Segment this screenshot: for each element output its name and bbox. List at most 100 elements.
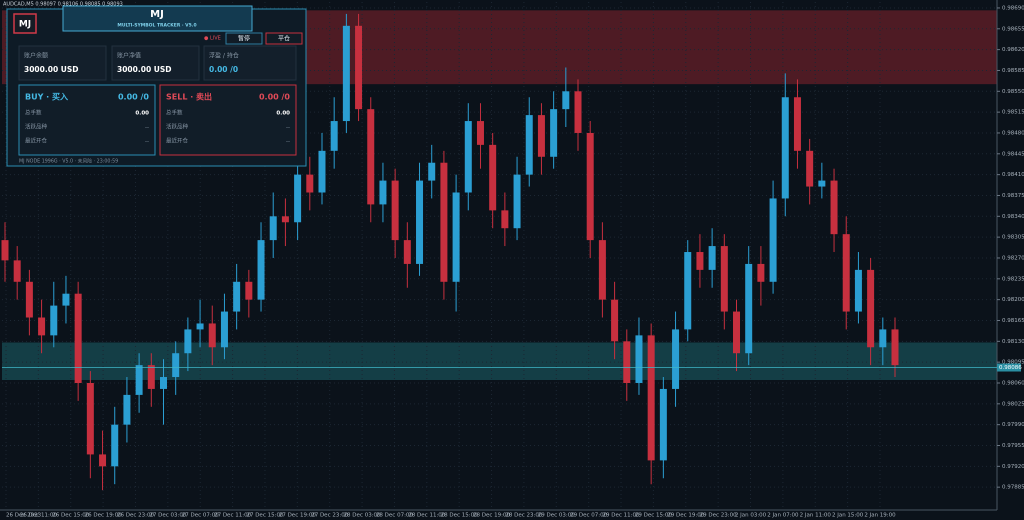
candle-body	[696, 252, 704, 270]
y-tick-label: 0.98620	[1002, 47, 1024, 53]
zone	[2, 342, 997, 381]
candle-body	[99, 454, 107, 467]
candle-body	[659, 388, 667, 461]
stat-value: 0.00 /0	[209, 65, 238, 74]
side-row-label: 总手数	[166, 109, 183, 117]
side-row-label: 活跃品种	[25, 123, 48, 131]
candle-body	[708, 246, 716, 270]
candle-body	[562, 91, 570, 110]
candle-body	[672, 329, 680, 389]
x-tick-label: 27 Dec 07:00	[182, 513, 219, 519]
button[interactable]	[225, 32, 263, 45]
candle-body	[184, 329, 192, 354]
candle-body	[355, 25, 363, 110]
candle-body	[818, 180, 826, 187]
symbol-header: AUDCAD,M5 0.98097 0.98106 0.98085 0.9809…	[3, 2, 123, 8]
panel-subtitle: MULTI-SYMBOL TRACKER · V5.0	[117, 23, 196, 29]
side-row-value: 0.00	[276, 111, 290, 117]
side-card	[18, 84, 156, 156]
candle-body	[806, 150, 814, 187]
candle-body	[379, 180, 387, 205]
logo-box	[13, 13, 37, 34]
candle-body	[135, 365, 143, 395]
y-tick-label: 0.97920	[1002, 464, 1024, 470]
side-row-label: 总手数	[25, 109, 42, 117]
stat-label: 账户余额	[24, 52, 48, 60]
candle-body	[220, 311, 228, 348]
side-title: BUY · 买入	[25, 93, 68, 102]
x-tick-label: 27 Dec 19:00	[279, 513, 316, 519]
candle-body	[489, 144, 497, 211]
stat-label: 账户净值	[117, 52, 141, 60]
x-tick-label: 26 Dec 11:00	[20, 513, 57, 519]
side-row-label: 最近开仓	[25, 137, 48, 145]
x-tick-label: 29 Dec 23:00	[700, 513, 737, 519]
candle-body	[111, 424, 119, 467]
candle-body	[793, 97, 801, 151]
side-total: 0.00 /0	[259, 93, 290, 102]
candle-body	[196, 323, 204, 330]
y-tick-label: 0.97990	[1002, 422, 1024, 428]
candle-body	[208, 323, 216, 348]
y-tick-label: 0.98480	[1002, 130, 1024, 136]
side-row-value: 0.00	[135, 111, 149, 117]
candle-body	[781, 97, 789, 199]
candle-body	[342, 25, 350, 122]
tracker-panel: MJ MJ MULTI-SYMBOL TRACKER · V5.0 ● LIVE 暂停 平…	[6, 5, 307, 167]
candle-body	[733, 311, 741, 354]
side-row-value: --	[286, 139, 290, 145]
button-label[interactable]: 暂停	[238, 35, 250, 43]
candle-body	[867, 269, 875, 348]
candle-body	[513, 174, 521, 229]
candle-body	[233, 281, 241, 312]
candle-body	[830, 180, 838, 235]
candle-body	[403, 240, 411, 264]
candle-body	[330, 121, 338, 151]
candle-body	[537, 115, 545, 157]
candle-body	[476, 121, 484, 145]
candle-body	[147, 365, 155, 389]
candle-body	[598, 240, 606, 300]
candle-body	[635, 335, 643, 383]
candle-body	[123, 394, 131, 425]
y-tick-label: 0.98585	[1002, 68, 1024, 74]
x-tick-label: 29 Dec 03:00	[538, 513, 575, 519]
candle-body	[257, 240, 265, 300]
candle-body	[74, 293, 82, 383]
candle-body	[720, 246, 728, 312]
candle-body	[891, 329, 899, 366]
side-row-label: 最近开仓	[166, 137, 189, 145]
side-row-value: --	[145, 139, 149, 145]
x-tick-label: 26 Dec 23:00	[117, 513, 154, 519]
x-tick-label: 28 Dec 03:00	[344, 513, 381, 519]
y-tick-label: 0.98655	[1002, 26, 1024, 32]
candle-body	[464, 121, 472, 193]
y-tick-label: 0.98200	[1002, 297, 1024, 303]
button-label[interactable]: 平仓	[278, 35, 290, 43]
x-tick-label: 29 Dec 15:00	[635, 513, 672, 519]
candle-body	[611, 299, 619, 342]
y-tick-label: 0.98340	[1002, 214, 1024, 220]
candle-body	[440, 162, 448, 282]
stat-card	[203, 45, 297, 81]
side-row-label: 活跃品种	[166, 123, 189, 131]
button[interactable]	[265, 32, 303, 45]
x-tick-label: 28 Dec 19:00	[473, 513, 510, 519]
candle-body	[50, 305, 58, 336]
y-tick-label: 0.97955	[1002, 443, 1024, 449]
title-box	[62, 5, 253, 32]
side-title: SELL · 卖出	[166, 92, 212, 102]
x-tick-label: 27 Dec 23:00	[311, 513, 348, 519]
y-tick-label: 0.98235	[1002, 276, 1024, 282]
candle-body	[245, 281, 253, 300]
candle-body	[842, 234, 850, 312]
stat-value: 3000.00 USD	[117, 65, 172, 74]
y-tick-label: 0.98690	[1002, 5, 1024, 11]
candle-body	[367, 109, 375, 205]
stat-label: 浮盈 / 持仓	[209, 52, 239, 60]
x-tick-label: 29 Dec 11:00	[603, 513, 640, 519]
panel-title: MJ	[150, 9, 164, 20]
x-tick-label: 27 Dec 03:00	[149, 513, 186, 519]
candle-body	[159, 377, 167, 389]
candle-body	[391, 180, 399, 241]
